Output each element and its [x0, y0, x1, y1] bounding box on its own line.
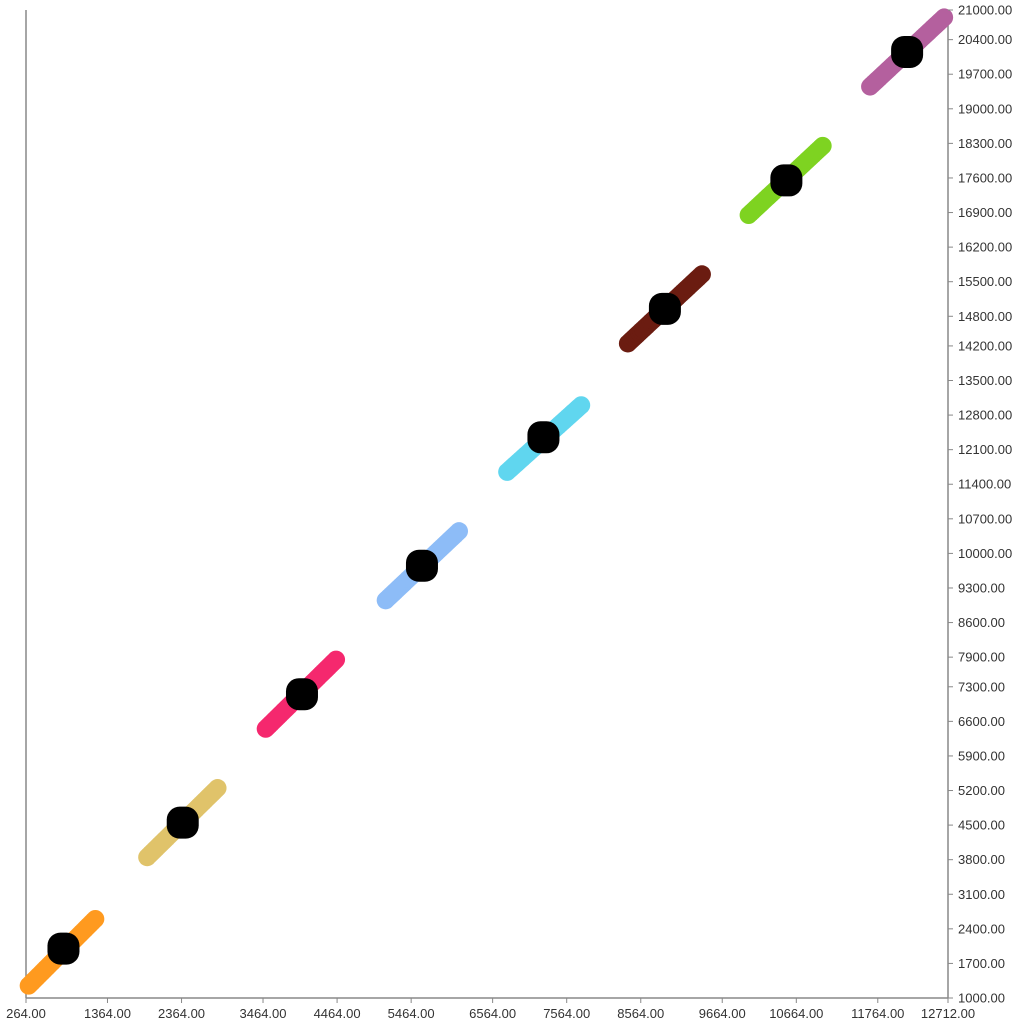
- x-tick-label: 264.00: [6, 1006, 46, 1021]
- y-tick-label: 10000.00: [958, 546, 1012, 561]
- center-marker: [648, 292, 681, 325]
- series-6: [618, 265, 711, 353]
- data-point: [327, 650, 346, 669]
- y-tick-label: 13500.00: [958, 373, 1012, 388]
- y-tick-label: 5200.00: [958, 783, 1005, 798]
- y-tick-label: 14200.00: [958, 338, 1012, 353]
- data-point: [572, 396, 591, 415]
- data-point: [813, 136, 832, 155]
- x-tick-label: 6564.00: [469, 1006, 516, 1021]
- y-tick-label: 19000.00: [958, 101, 1012, 116]
- x-tick-label: 2364.00: [158, 1006, 205, 1021]
- y-tick-label: 3800.00: [958, 852, 1005, 867]
- center-marker: [285, 678, 318, 711]
- y-tick-label: 5900.00: [958, 748, 1005, 763]
- x-tick-label: 11764.00: [851, 1006, 904, 1021]
- y-tick-label: 16200.00: [958, 240, 1012, 255]
- y-tick-label: 1700.00: [958, 956, 1005, 971]
- x-tick-label: 4464.00: [314, 1006, 361, 1021]
- y-tick-label: 2400.00: [958, 921, 1005, 936]
- x-tick-label: 5464.00: [388, 1006, 435, 1021]
- y-tick-label: 21000.00: [958, 3, 1012, 18]
- x-tick-label: 12712.00: [921, 1006, 975, 1021]
- x-tick-label: 3464.00: [240, 1006, 287, 1021]
- series-7: [739, 136, 832, 225]
- y-tick-label: 18300.00: [958, 136, 1012, 151]
- x-tick-label: 1364.00: [84, 1006, 131, 1021]
- y-tick-label: 14800.00: [958, 309, 1012, 324]
- y-tick-label: 12800.00: [958, 408, 1012, 423]
- center-marker: [891, 35, 924, 68]
- x-tick-label: 9664.00: [699, 1006, 746, 1021]
- x-tick-label: 7564.00: [543, 1006, 590, 1021]
- y-tick-label: 11400.00: [958, 477, 1011, 492]
- series-8: [861, 8, 954, 96]
- y-tick-label: 16900.00: [958, 205, 1012, 220]
- y-tick-label: 1000.00: [958, 991, 1005, 1006]
- y-tick-label: 7300.00: [958, 679, 1005, 694]
- data-point: [450, 522, 469, 541]
- center-marker: [166, 806, 199, 839]
- center-marker: [47, 932, 80, 965]
- data-point: [86, 909, 105, 928]
- x-tick-label: 10664.00: [769, 1006, 823, 1021]
- series-5: [498, 396, 591, 481]
- y-tick-label: 9300.00: [958, 580, 1005, 595]
- y-tick-label: 7900.00: [958, 650, 1005, 665]
- y-tick-label: 10700.00: [958, 511, 1012, 526]
- y-tick-label: 19700.00: [958, 67, 1012, 82]
- center-marker: [770, 164, 803, 197]
- y-axis-ticks: 1000.00 1700.00 2400.00 3100.00 3800.00 4500.…: [948, 3, 1012, 1006]
- series-2: [138, 779, 227, 867]
- y-tick-label: 3100.00: [958, 887, 1005, 902]
- data-point: [208, 779, 227, 798]
- y-tick-label: 8600.00: [958, 615, 1005, 630]
- data-point: [692, 265, 711, 284]
- y-tick-label: 20400.00: [958, 32, 1012, 47]
- y-tick-label: 4500.00: [958, 818, 1005, 833]
- series-layer: [19, 8, 954, 995]
- center-marker: [527, 421, 560, 454]
- series-3: [256, 650, 346, 738]
- data-point: [935, 8, 954, 27]
- x-tick-label: 8564.00: [617, 1006, 664, 1021]
- center-marker: [405, 549, 438, 582]
- series-4: [376, 522, 469, 610]
- y-tick-label: 17600.00: [958, 170, 1012, 185]
- x-axis-ticks: 264.00 1364.00 2364.00 3464.00 4464.00 5464.0…: [6, 998, 975, 1021]
- y-tick-label: 6600.00: [958, 714, 1005, 729]
- y-tick-label: 15500.00: [958, 274, 1012, 289]
- y-tick-label: 12100.00: [958, 442, 1012, 457]
- axes: [25, 10, 949, 999]
- series-1: [19, 909, 105, 995]
